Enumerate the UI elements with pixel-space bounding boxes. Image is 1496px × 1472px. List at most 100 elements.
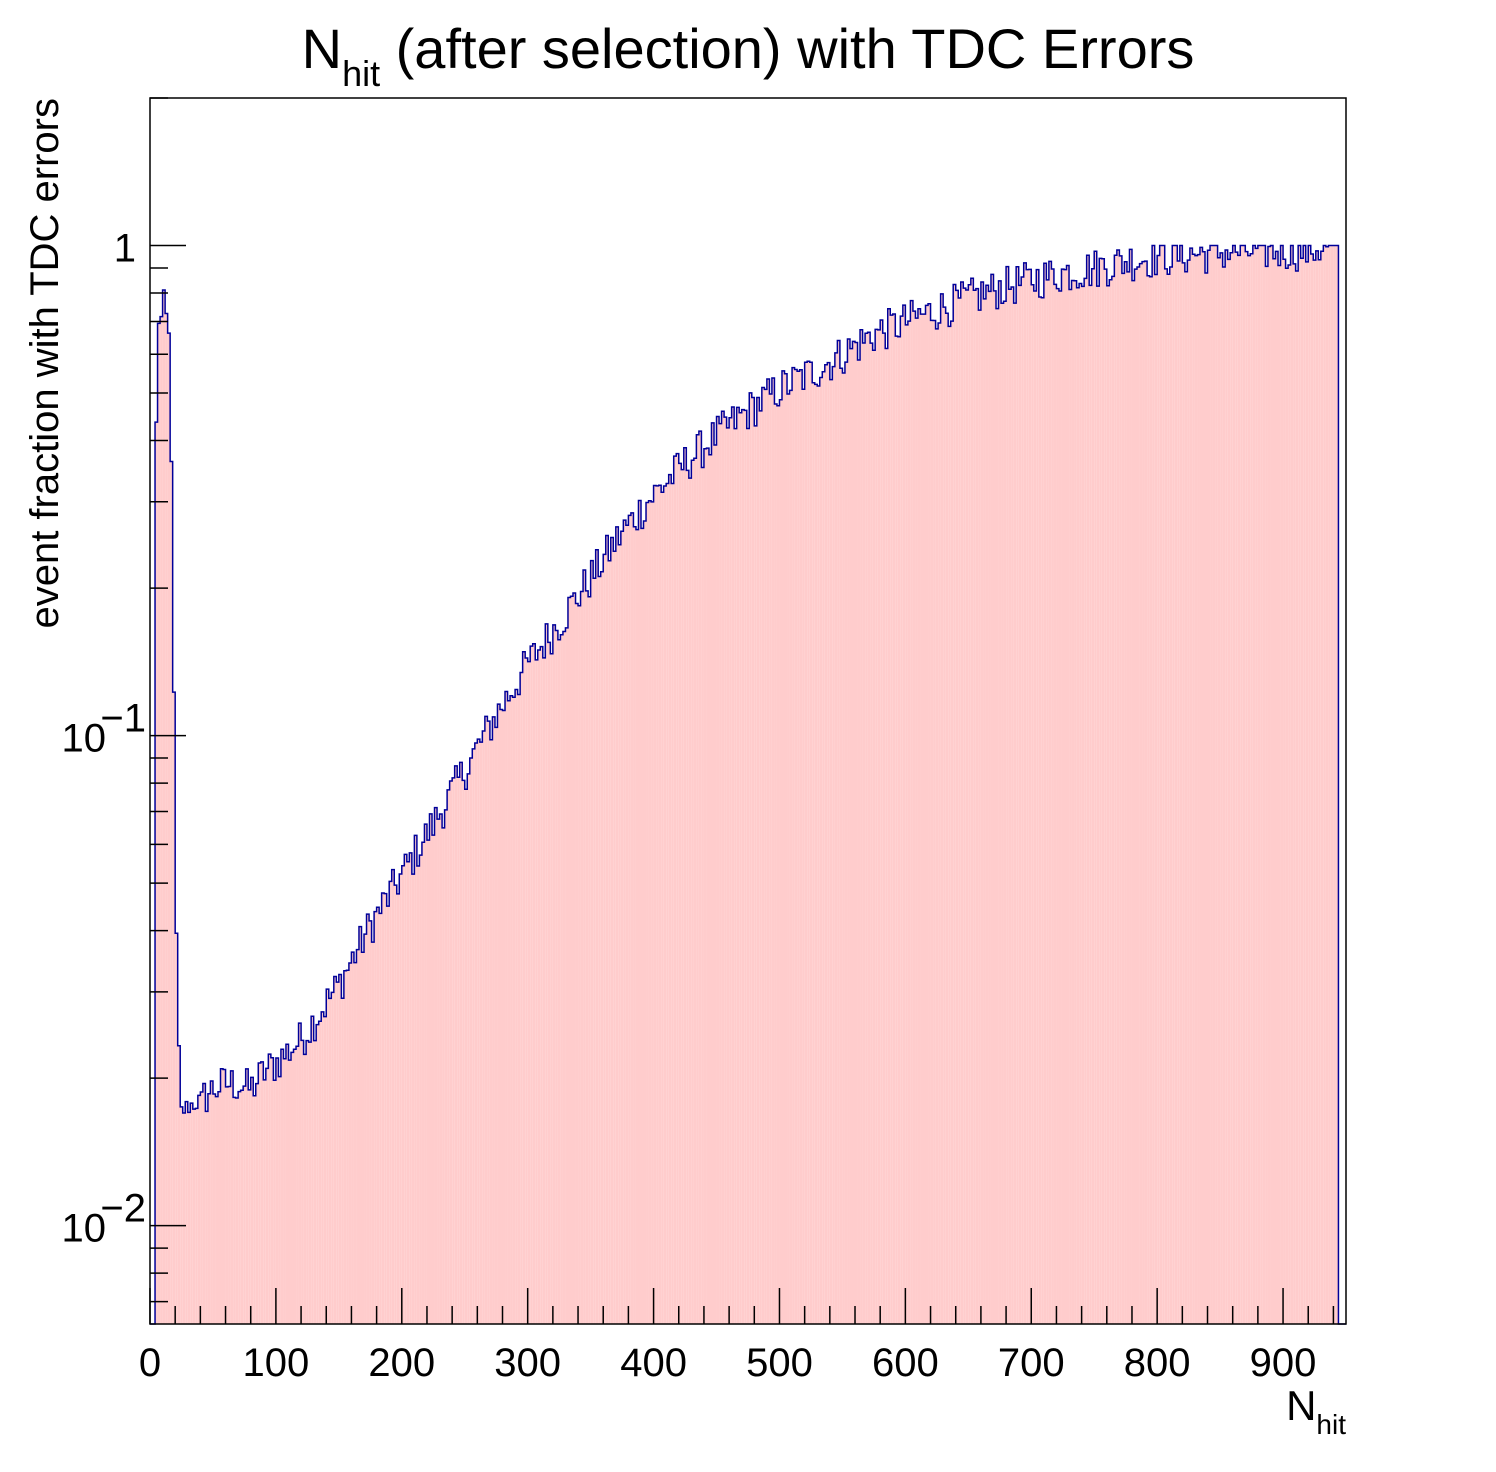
histogram-bin — [210, 1080, 213, 1324]
histogram-bin — [1220, 252, 1223, 1325]
histogram-bin — [739, 412, 742, 1324]
histogram-bin — [900, 316, 903, 1324]
histogram-bin — [703, 448, 707, 1324]
histogram-bin — [253, 1095, 256, 1324]
histogram-bin — [741, 409, 745, 1324]
histogram-bin — [477, 739, 480, 1324]
histogram-bin — [270, 1057, 274, 1324]
histogram-bin — [555, 630, 558, 1324]
chart-title: Nhit (after selection) with TDC Errors — [302, 17, 1195, 94]
y-axis-title: event fraction with TDC errors — [23, 98, 67, 629]
histogram-bin — [953, 284, 956, 1324]
histogram-bin — [658, 485, 662, 1324]
histogram-bin — [1162, 245, 1165, 1325]
histogram-bin — [499, 709, 503, 1324]
histogram-bin — [437, 819, 440, 1324]
histogram-bin — [155, 422, 158, 1324]
histogram-bin — [726, 427, 730, 1324]
histogram-bin — [487, 721, 490, 1324]
histogram-bin — [1121, 273, 1125, 1325]
histogram-bin — [764, 389, 767, 1324]
histogram-bin — [797, 371, 800, 1324]
histogram-bin — [1325, 246, 1329, 1325]
histogram-bin — [1099, 258, 1102, 1324]
histogram-bin — [668, 474, 672, 1324]
histogram-bin — [872, 350, 876, 1324]
histogram-bin — [983, 298, 986, 1324]
histogram-bin — [990, 274, 994, 1325]
histogram-bin — [1124, 261, 1127, 1325]
histogram-bin — [414, 835, 417, 1324]
histogram-bin — [890, 315, 893, 1325]
histogram-bin — [948, 326, 951, 1324]
histogram-bin — [1235, 252, 1238, 1325]
histogram-bin — [1182, 262, 1185, 1325]
histogram-bin — [1262, 245, 1266, 1325]
histogram-bin — [545, 623, 548, 1324]
histogram-bin — [447, 789, 450, 1324]
histogram-bin — [603, 554, 606, 1324]
histogram-bin — [792, 367, 795, 1324]
histogram-bin — [698, 431, 702, 1325]
histogram-bin — [630, 512, 634, 1324]
histogram-bin — [915, 318, 918, 1324]
histogram-bin — [784, 373, 788, 1324]
histogram-bin — [243, 1086, 246, 1324]
histogram-bin — [195, 1108, 198, 1324]
histogram-bin — [585, 590, 589, 1324]
histogram-bin — [1315, 250, 1319, 1324]
histogram-bin — [1320, 251, 1324, 1324]
histogram-bin — [1091, 268, 1095, 1324]
histogram-bin — [661, 492, 664, 1325]
histogram-bin — [318, 1021, 322, 1324]
histogram-bin — [1089, 285, 1092, 1325]
histogram-bin — [943, 307, 946, 1325]
histogram-bin — [573, 592, 576, 1324]
histogram-bin — [1079, 283, 1082, 1325]
histogram-bin — [1232, 245, 1236, 1325]
histogram-bin — [819, 377, 823, 1324]
histogram-bin — [311, 1016, 314, 1324]
histogram-bin — [1066, 265, 1070, 1324]
histogram-bin — [260, 1061, 264, 1324]
histogram-bin — [1106, 285, 1110, 1325]
histogram-bin — [1215, 245, 1218, 1325]
histogram-bin — [998, 280, 1002, 1324]
histogram-bin — [897, 336, 901, 1324]
histogram-bin — [449, 780, 453, 1324]
histogram-bin — [681, 469, 684, 1324]
histogram-bin — [434, 807, 438, 1324]
histogram-bin — [494, 727, 498, 1324]
histogram-bin — [328, 998, 332, 1324]
histogram-bin — [547, 642, 551, 1324]
histogram-bin — [1043, 263, 1047, 1324]
histogram-bin — [1129, 249, 1132, 1324]
histogram-bin — [769, 393, 772, 1324]
histogram-bin — [688, 478, 692, 1324]
histogram-bin — [1283, 259, 1286, 1324]
histogram-bin — [275, 1057, 279, 1324]
histogram-bin — [1094, 251, 1097, 1325]
histogram-bin — [474, 742, 478, 1324]
histogram-bin — [656, 485, 659, 1324]
histogram-bin — [837, 340, 840, 1325]
histogram-bin — [432, 835, 435, 1324]
histogram-bin — [1046, 279, 1049, 1324]
histogram-bin — [917, 308, 921, 1325]
histogram-bin — [958, 298, 961, 1324]
y-tick-label: 10 — [62, 1207, 107, 1251]
x-axis-title-main: N — [1286, 1382, 1316, 1429]
histogram-bin — [799, 369, 803, 1324]
histogram-bin — [930, 320, 934, 1325]
histogram-bin — [1154, 274, 1158, 1325]
histogram-bin — [502, 710, 506, 1324]
histogram-bin — [212, 1094, 216, 1324]
histogram-bin — [960, 282, 964, 1324]
histogram-bin — [613, 551, 616, 1324]
histogram-bin — [721, 411, 725, 1324]
histogram-bin — [172, 692, 176, 1324]
histogram-bin — [714, 444, 717, 1324]
title-subscript: hit — [342, 53, 380, 94]
title-rest: (after selection) with TDC Errors — [380, 17, 1194, 80]
histogram-bin — [651, 501, 654, 1324]
